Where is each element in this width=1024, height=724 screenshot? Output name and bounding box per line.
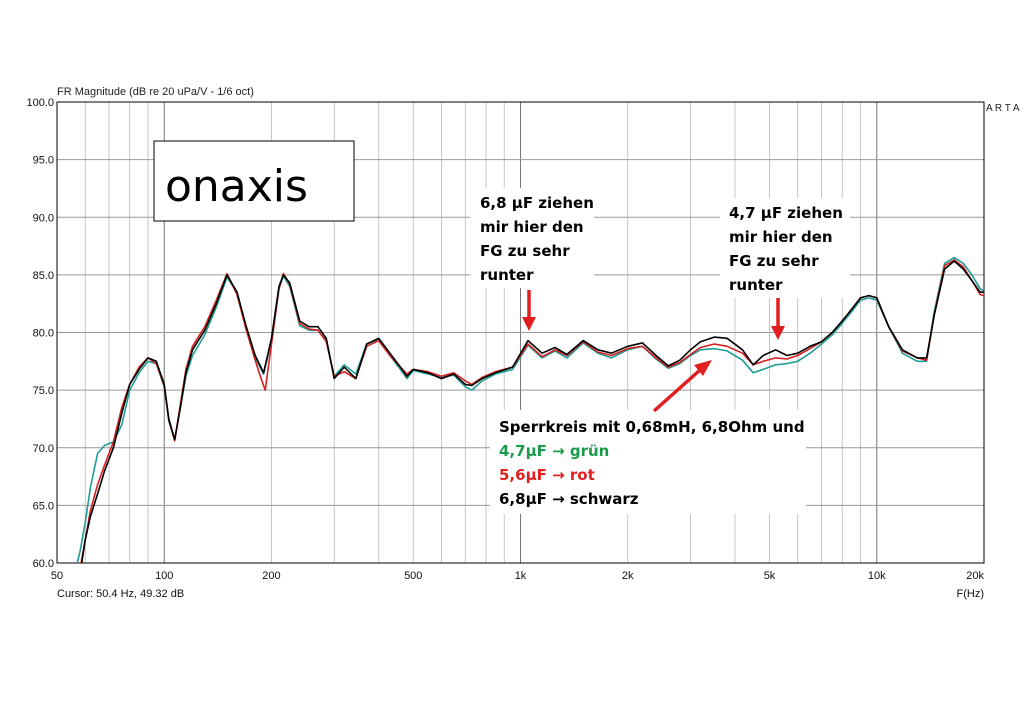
legend-line-4: 6,8µF → schwarz [499,490,639,508]
arta-watermark: A R T A [986,103,1020,114]
x-tick-label: 5k [764,570,776,582]
legend-box [490,410,806,514]
note-1-line-1: 6,8 µF ziehen [480,194,594,212]
y-tick-labels: 100.0 95.0 90.0 85.0 80.0 75.0 70.0 65.0 60.0 [26,97,54,570]
x-tick-label: 100 [155,570,173,582]
note-2-line-1: 4,7 µF ziehen [729,204,843,222]
x-tick-label: 500 [404,570,422,582]
y-tick-label: 95.0 [33,155,54,167]
plot-frame [56,101,985,564]
series-line [80,260,984,563]
x-tick-label: 10k [868,570,886,582]
y-tick-label: 80.0 [33,328,54,340]
note-1-line-4: runter [480,266,534,284]
legend-line-2: 4,7µF → grün [499,442,609,460]
arrow-3 [652,368,702,413]
legend-line-1: Sperrkreis mit 0,68mH, 6,8Ohm und [499,418,805,436]
y-tick-label: 75.0 [33,385,54,397]
x-tick-label: 2k [622,570,634,582]
y-tick-label: 70.0 [33,443,54,455]
legend-line-3: 5,6µF → rot [499,466,595,484]
note-1-line-3: FG zu sehr [480,242,570,260]
cursor-readout: Cursor: 50.4 Hz, 49.32 dB [57,588,184,600]
note-1-box [470,188,594,288]
y-tick-label: 100.0 [26,97,54,109]
x-axis-label: F(Hz) [957,588,985,600]
x-tick-label: 200 [262,570,280,582]
x-tick-label: 1k [515,570,527,582]
arrow-1-head [522,317,536,331]
onaxis-label: onaxis [165,161,308,212]
x-tick-label: 20k [966,570,984,582]
onaxis-box [153,140,355,222]
x-tick-label: 50 [51,570,63,582]
y-tick-label: 85.0 [33,270,54,282]
note-2-line-3: FG zu sehr [729,252,819,270]
arrow-3-head [694,360,712,376]
curves [76,256,984,563]
note-2-box [720,198,850,298]
note-2-line-4: runter [729,276,783,294]
arrow-2-head [771,326,785,340]
note-1-line-2: mir hier den [480,218,584,236]
y-tick-label: 60.0 [33,558,54,570]
note-2-line-2: mir hier den [729,228,833,246]
annotation-arrows [522,290,785,413]
y-tick-label: 90.0 [33,212,54,224]
y-tick-label: 65.0 [33,500,54,512]
chart-title: FR Magnitude (dB re 20 uPa/V - 1/6 oct) [57,86,254,98]
x-tick-labels: 50 100 200 500 1k 2k 5k 10k 20k [51,570,985,582]
